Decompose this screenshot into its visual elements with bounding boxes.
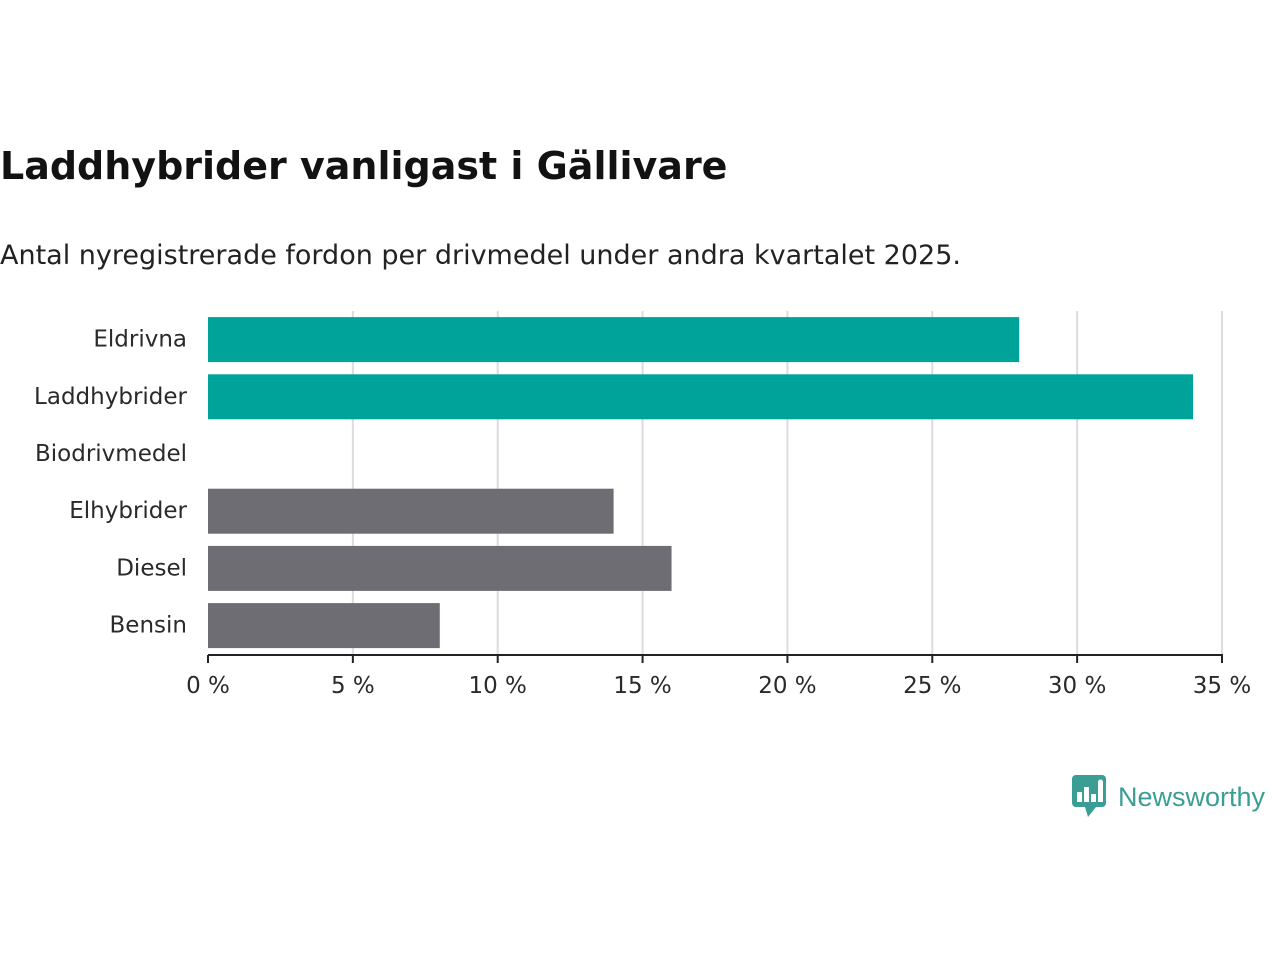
x-tick-label: 0 % <box>186 673 230 699</box>
x-tick-label: 25 % <box>903 673 961 699</box>
category-label: Biodrivmedel <box>35 441 187 467</box>
category-label: Elhybrider <box>69 498 187 524</box>
bar <box>208 488 614 534</box>
category-label: Bensin <box>110 613 187 639</box>
x-tick-label: 15 % <box>613 673 671 699</box>
x-tick-label: 10 % <box>468 673 526 699</box>
x-tick-label: 5 % <box>331 673 375 699</box>
brand-logo: Newsworthy <box>1072 774 1265 820</box>
chart-subtitle: Antal nyregistrerade fordon per drivmede… <box>0 240 961 271</box>
category-label: Eldrivna <box>93 327 187 353</box>
x-tick-label: 35 % <box>1193 673 1251 699</box>
chart-title: Laddhybrider vanligast i Gällivare <box>0 144 728 188</box>
x-tick-label: 30 % <box>1048 673 1106 699</box>
bar <box>208 317 1020 363</box>
brand-name: Newsworthy <box>1118 781 1266 812</box>
category-label: Laddhybrider <box>34 384 187 410</box>
newsworthy-logo-icon <box>1072 775 1106 817</box>
bar <box>208 603 440 649</box>
category-label: Diesel <box>116 555 187 581</box>
bar <box>208 374 1194 420</box>
bar <box>208 545 672 591</box>
x-tick-label: 20 % <box>758 673 816 699</box>
